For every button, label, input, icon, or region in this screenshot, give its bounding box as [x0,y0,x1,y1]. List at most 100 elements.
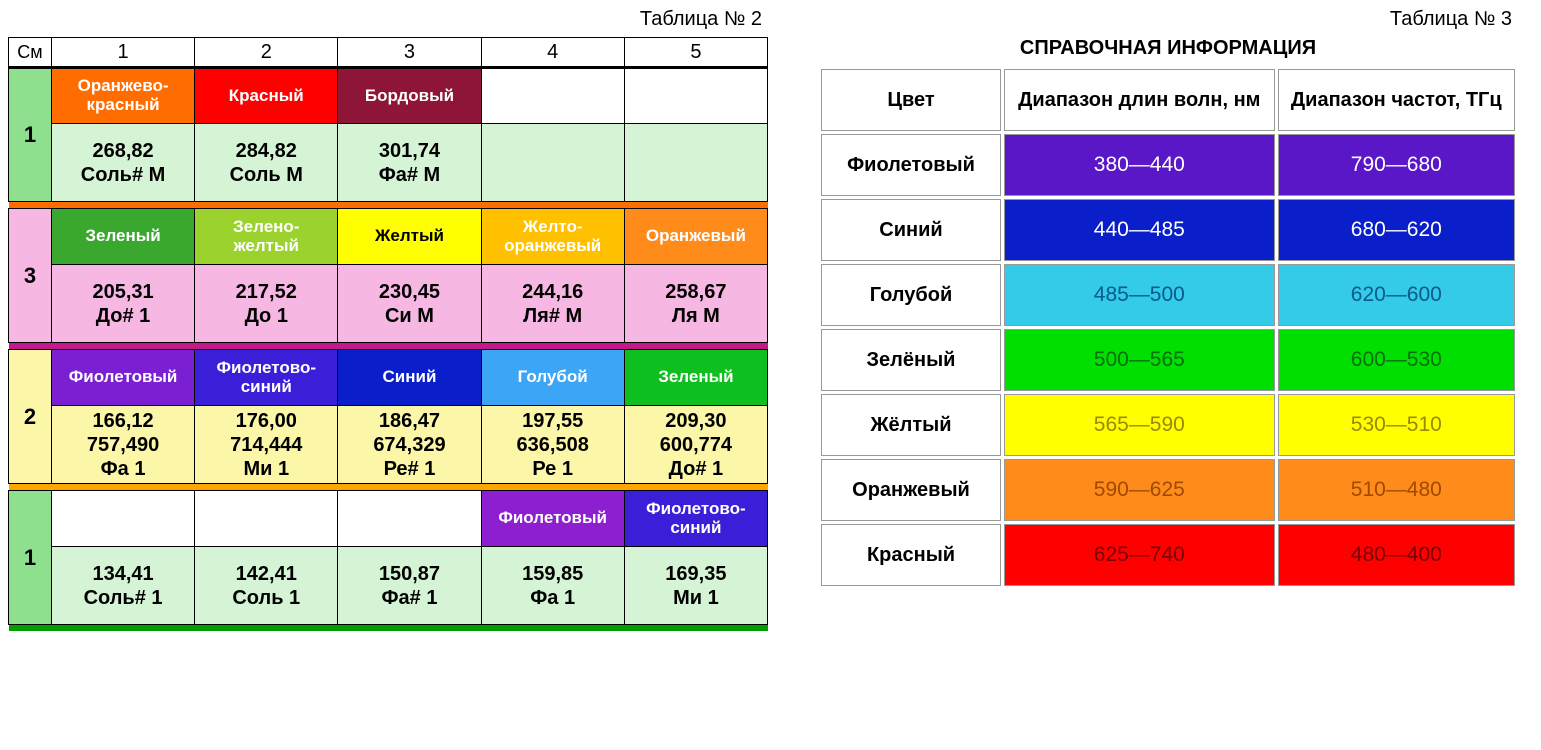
table3-color-name: Жёлтый [821,394,1001,456]
table2-color-row: 1Оранжево-красныйКрасныйБордовый [9,68,768,124]
table2-color-cell: Голубой [481,350,624,406]
table2-color-cell: Желто-оранжевый [481,209,624,265]
table2-color-cell [195,491,338,547]
table2-color-cell: Красный [195,68,338,124]
table3-panel: Таблица № 3 СПРАВОЧНАЯ ИНФОРМАЦИЯ Цвет Д… [818,8,1518,589]
table2-value-cell: 258,67Ля М [624,265,767,343]
table2-value-cell: 230,45Си М [338,265,481,343]
table3-header-row: Цвет Диапазон длин волн, нм Диапазон час… [821,69,1515,131]
table2-value-cell: 166,12757,490Фа 1 [51,406,194,484]
table2-color-cell: Оранжево-красный [51,68,194,124]
table2-value-cell: 284,82Соль М [195,124,338,202]
table2-color-cell [51,491,194,547]
table3-row: Жёлтый565—590530—510 [821,394,1515,456]
table2-color-row: 3ЗеленыйЗелено-желтыйЖелтыйЖелто-оранжев… [9,209,768,265]
table2-color-cell: Зеленый [624,350,767,406]
table3-wavelength: 590—625 [1004,459,1275,521]
table2-title: Таблица № 2 [8,8,762,31]
table3-wavelength: 380—440 [1004,134,1275,196]
table3-color-name: Оранжевый [821,459,1001,521]
table3-color-name: Фиолетовый [821,134,1001,196]
table3-wavelength: 500—565 [1004,329,1275,391]
table2-color-cell: Фиолетово-синий [624,491,767,547]
table2-value-row: 166,12757,490Фа 1176,00714,444Ми 1186,47… [9,406,768,484]
table2-color-cell: Синий [338,350,481,406]
table2-value-cell: 159,85Фа 1 [481,547,624,625]
table2-col-3: 3 [338,38,481,68]
table2-row-label: 3 [9,209,52,343]
table2-value-cell: 169,35Ми 1 [624,547,767,625]
table2-value-cell: 150,87Фа# 1 [338,547,481,625]
table3-row: Голубой485—500620—600 [821,264,1515,326]
table2-value-cell: 186,47674,329Ре# 1 [338,406,481,484]
table3-row: Зелёный500—565600—530 [821,329,1515,391]
table2-panel: Таблица № 2 См 1 2 3 4 5 1Оранжево-красн… [8,8,768,631]
table3-frequency: 480—400 [1278,524,1515,586]
table2-value-cell: 134,41Соль# 1 [51,547,194,625]
table2-value-cell: 142,41Соль 1 [195,547,338,625]
table3-color-name: Голубой [821,264,1001,326]
table3-frequency: 680—620 [1278,199,1515,261]
table2-row-label: 1 [9,491,52,625]
table2-separator [9,625,768,632]
table2-value-cell: 217,52До 1 [195,265,338,343]
table2-color-cell [481,68,624,124]
table2-color-cell: Оранжевый [624,209,767,265]
table3-wavelength: 625—740 [1004,524,1275,586]
table2-color-row: 1ФиолетовыйФиолетово-синий [9,491,768,547]
table2-cm-header: См [9,38,52,68]
table2-row-label: 2 [9,350,52,484]
table3-wavelength: 485—500 [1004,264,1275,326]
table3-color-name: Синий [821,199,1001,261]
table2: См 1 2 3 4 5 1Оранжево-красныйКрасныйБор… [8,37,768,631]
table2-color-cell: Бордовый [338,68,481,124]
table2-color-row: 2ФиолетовыйФиолетово-синийСинийГолубойЗе… [9,350,768,406]
table3-row: Синий440—485680—620 [821,199,1515,261]
table3-row: Фиолетовый380—440790—680 [821,134,1515,196]
table3-frequency: 790—680 [1278,134,1515,196]
table3-wavelength: 440—485 [1004,199,1275,261]
table2-value-cell: 301,74Фа# М [338,124,481,202]
table2-value-cell: 197,55636,508Ре 1 [481,406,624,484]
table2-value-cell [624,124,767,202]
table2-value-cell: 244,16Ля# М [481,265,624,343]
page-container: Таблица № 2 См 1 2 3 4 5 1Оранжево-красн… [8,8,1533,631]
table2-color-cell: Зелено-желтый [195,209,338,265]
table2-color-cell: Фиолетовый [51,350,194,406]
table3-color-name: Красный [821,524,1001,586]
table3-color-name: Зелёный [821,329,1001,391]
table3-ref-title: СПРАВОЧНАЯ ИНФОРМАЦИЯ [818,37,1518,60]
table2-header-row: См 1 2 3 4 5 [9,38,768,68]
table2-value-cell: 209,30600,774До# 1 [624,406,767,484]
table2-col-5: 5 [624,38,767,68]
table3-wavelength: 565—590 [1004,394,1275,456]
table3-header-color: Цвет [821,69,1001,131]
table2-value-cell: 176,00714,444Ми 1 [195,406,338,484]
table2-color-cell: Фиолетово-синий [195,350,338,406]
table3-header-wl: Диапазон длин волн, нм [1004,69,1275,131]
table2-separator [9,202,768,209]
table3-row: Красный625—740480—400 [821,524,1515,586]
table3-title: Таблица № 3 [818,8,1512,31]
table2-color-cell [338,491,481,547]
table2-col-1: 1 [51,38,194,68]
table2-value-row: 268,82Соль# М284,82Соль М301,74Фа# М [9,124,768,202]
table2-separator [9,343,768,350]
table3-frequency: 510—480 [1278,459,1515,521]
table2-value-cell [481,124,624,202]
table2-value-row: 205,31До# 1217,52До 1230,45Си М244,16Ля#… [9,265,768,343]
table2-row-label: 1 [9,68,52,202]
table3-header-fr: Диапазон частот, ТГц [1278,69,1515,131]
table2-color-cell [624,68,767,124]
table2-value-row: 134,41Соль# 1142,41Соль 1150,87Фа# 1159,… [9,547,768,625]
table2-value-cell: 205,31До# 1 [51,265,194,343]
table2-col-4: 4 [481,38,624,68]
table2-color-cell: Зеленый [51,209,194,265]
table3-row: Оранжевый590—625510—480 [821,459,1515,521]
table2-color-cell: Фиолетовый [481,491,624,547]
table3-frequency: 620—600 [1278,264,1515,326]
table3: Цвет Диапазон длин волн, нм Диапазон час… [818,66,1518,589]
table2-value-cell: 268,82Соль# М [51,124,194,202]
table2-col-2: 2 [195,38,338,68]
table3-frequency: 600—530 [1278,329,1515,391]
